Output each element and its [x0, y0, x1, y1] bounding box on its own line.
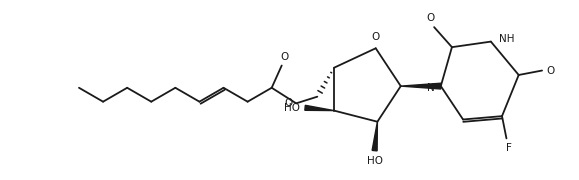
Text: NH: NH	[499, 34, 514, 44]
Text: HO: HO	[367, 156, 383, 166]
Text: O: O	[284, 98, 292, 108]
Text: F: F	[505, 143, 512, 153]
Text: HO: HO	[284, 103, 300, 113]
Polygon shape	[401, 83, 441, 89]
Text: O: O	[427, 13, 435, 23]
Text: O: O	[280, 52, 288, 62]
Text: O: O	[546, 66, 554, 76]
Text: O: O	[372, 32, 380, 42]
Polygon shape	[372, 122, 378, 151]
Text: N: N	[427, 83, 435, 93]
Polygon shape	[305, 105, 334, 111]
